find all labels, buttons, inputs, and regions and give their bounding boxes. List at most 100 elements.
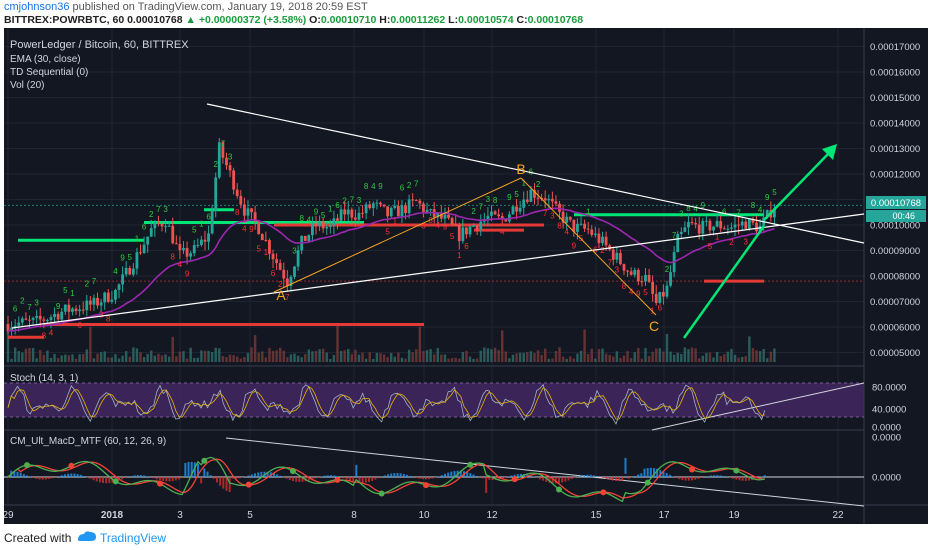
macd-histogram-bar <box>510 475 513 477</box>
volume-bar <box>132 347 135 362</box>
legend-ema[interactable]: EMA (30, close) <box>10 54 81 65</box>
volume-bar <box>698 358 701 362</box>
macd-title[interactable]: CM_Ult_MacD_MTF (60, 12, 26, 9) <box>10 436 166 447</box>
volume-bar <box>669 351 672 362</box>
macd-histogram-bar <box>89 477 92 479</box>
candle-body <box>382 204 386 207</box>
td-count: 5 <box>772 188 777 197</box>
volume-bar <box>647 356 651 362</box>
candle-body <box>622 264 626 271</box>
volume-bar <box>479 350 482 362</box>
macd-histogram-bar <box>162 477 165 481</box>
macd-histogram-bar <box>105 477 108 484</box>
macd-histogram-bar <box>643 468 646 477</box>
td-count: 5 <box>708 242 713 251</box>
candle-body <box>665 285 669 297</box>
legend-volume[interactable]: Vol (20) <box>10 80 44 91</box>
volume-bar <box>253 335 257 362</box>
td-count: 7 <box>672 231 677 240</box>
macd-histogram-bar <box>719 475 722 477</box>
macd-histogram-bar <box>206 471 209 477</box>
author-link[interactable]: cmjohnson36 <box>4 1 70 13</box>
candle-body <box>454 224 458 226</box>
volume-bar <box>501 330 504 362</box>
td-count: 7 <box>543 209 548 218</box>
candle-body <box>20 318 24 323</box>
candle-body <box>110 299 114 302</box>
price-tick-label: 0.00008000 <box>870 272 920 283</box>
stoch-band <box>4 383 864 417</box>
macd-histogram-bar <box>672 476 674 477</box>
candle-body <box>96 297 99 306</box>
tradingview-brand[interactable]: TradingView <box>100 531 167 545</box>
volume-bar <box>644 348 647 362</box>
trend-drawings[interactable]: A B C <box>11 103 865 507</box>
volume-bar <box>415 349 418 362</box>
macd-histogram-bar <box>121 477 123 480</box>
price-tick-label: 0.00012000 <box>870 170 920 181</box>
td-count: 5 <box>192 225 197 234</box>
volume-bar <box>425 350 429 362</box>
candle-body <box>518 207 522 212</box>
volume-bar <box>708 352 712 362</box>
candle-body <box>479 221 483 230</box>
volume-bar <box>268 347 271 362</box>
macd-histogram-bar <box>51 477 54 479</box>
volume-bar <box>547 358 550 362</box>
volume-bar <box>651 351 654 362</box>
td-count: 5 <box>385 227 390 236</box>
candle-body <box>507 214 511 222</box>
macd-histogram-bar <box>26 475 28 477</box>
legend-td-sequential[interactable]: TD Sequential (0) <box>10 67 88 78</box>
volume-bar <box>250 347 253 362</box>
candle-body <box>260 234 264 241</box>
macd-histogram-bar <box>554 477 557 484</box>
td-count: 3 <box>292 246 297 255</box>
macd-histogram-bar <box>447 472 450 477</box>
macd-histogram-bar <box>564 477 567 482</box>
candle-body <box>228 165 232 171</box>
macd-histogram-bar <box>602 477 605 478</box>
volume-bar <box>672 354 676 362</box>
td-count: 6 <box>335 201 340 210</box>
candle-body <box>182 247 185 251</box>
volume-bar <box>518 352 522 362</box>
td-count: 1 <box>70 289 75 298</box>
macd-lines <box>7 456 766 503</box>
volume-bar <box>225 357 228 362</box>
volume-bar <box>307 349 311 362</box>
tradingview-logo-icon[interactable] <box>76 529 98 548</box>
td-count: 4 <box>371 182 376 191</box>
stoch-title[interactable]: Stoch (14, 3, 1) <box>10 373 78 384</box>
candle-body <box>318 221 321 226</box>
change-value: +0.00000372 (+3.58%) <box>198 14 307 26</box>
candle-body <box>765 210 769 218</box>
macd-histogram-bar <box>216 477 218 483</box>
macd-histogram-bar <box>330 475 332 477</box>
macd-histogram-bar <box>333 475 336 477</box>
candle-body <box>536 197 540 199</box>
macd-histogram-bar <box>668 474 671 477</box>
candle-body <box>493 211 497 215</box>
volume-bar <box>715 352 719 362</box>
macd-histogram-bar <box>605 477 608 479</box>
td-count: 8 <box>364 182 369 191</box>
macd-histogram-bar <box>415 477 418 478</box>
td-count: 7 <box>156 205 161 214</box>
td-count: 3 <box>34 298 39 307</box>
td-count: 5 <box>514 190 519 199</box>
td-count: 4 <box>178 260 183 269</box>
td-count: 8 <box>299 214 304 223</box>
macd-histogram-bar <box>98 477 101 483</box>
macd-histogram-bar <box>653 468 655 477</box>
volume-bar <box>150 350 153 362</box>
price-tick-label: 0.00007000 <box>870 297 920 308</box>
volume-bar <box>615 351 619 362</box>
volume-bar <box>493 347 497 362</box>
td-count: 7 <box>285 293 290 302</box>
volume-bar <box>733 354 737 362</box>
macd-histogram-bar <box>459 470 462 477</box>
macd-histogram-bar <box>279 475 282 477</box>
